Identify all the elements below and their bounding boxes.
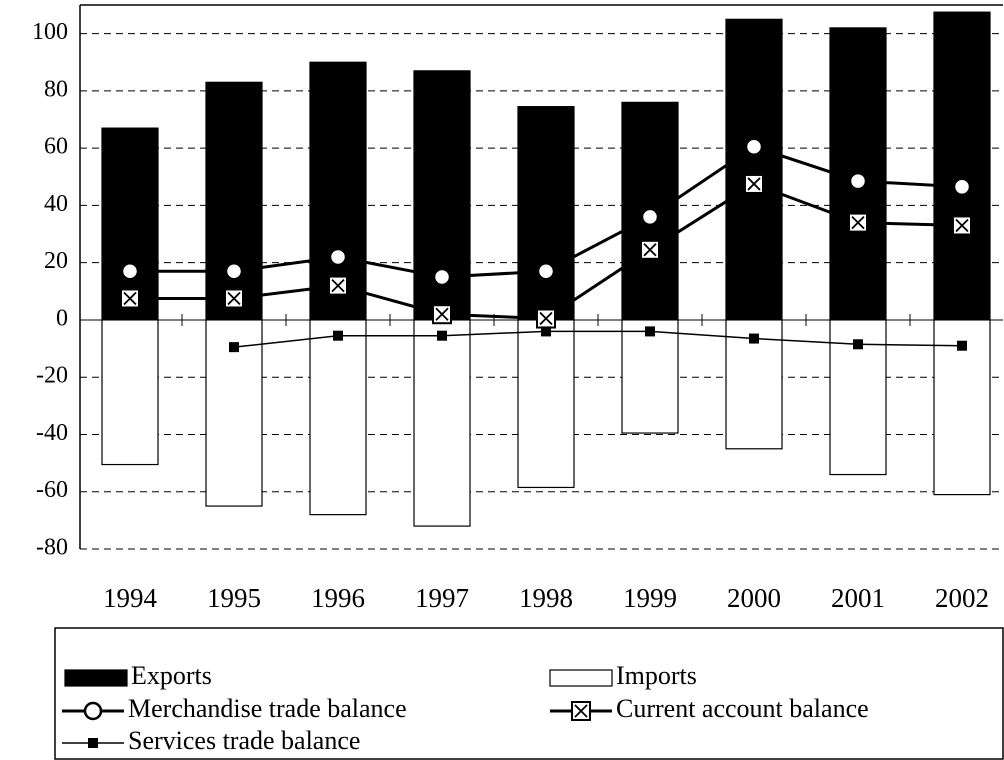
marker xyxy=(224,262,244,281)
marker xyxy=(541,326,551,337)
legend-label: Exports xyxy=(131,661,212,690)
bar xyxy=(205,81,263,321)
legend-swatch xyxy=(64,669,128,687)
marker xyxy=(120,262,140,281)
marker xyxy=(749,333,759,344)
marker-x xyxy=(123,291,137,306)
x-tick-label: 1996 xyxy=(311,583,365,613)
bar xyxy=(413,319,471,527)
marker xyxy=(853,339,863,350)
marker xyxy=(328,275,348,296)
x-tick-label: 1994 xyxy=(103,583,158,613)
y-tick-label: 100 xyxy=(32,19,68,45)
x-tick-label: 1998 xyxy=(519,583,573,613)
marker xyxy=(224,288,244,309)
x-tick-label: 2002 xyxy=(935,583,989,613)
marker xyxy=(437,330,447,341)
legend-label: Merchandise trade balance xyxy=(128,694,407,723)
marker xyxy=(328,247,348,267)
marker xyxy=(744,173,764,194)
marker-x xyxy=(747,177,761,191)
legend-label: Current account balance xyxy=(616,694,869,723)
marker xyxy=(952,177,972,197)
y-tick-label: 20 xyxy=(44,248,68,274)
bar xyxy=(517,106,575,321)
marker xyxy=(640,239,660,260)
marker-x xyxy=(851,215,865,230)
marker xyxy=(536,262,556,281)
x-tick-label: 2000 xyxy=(727,583,781,613)
marker-x xyxy=(574,704,588,718)
marker xyxy=(952,215,972,236)
x-tick-label: 2001 xyxy=(831,583,885,613)
legend-swatch xyxy=(549,669,613,687)
y-tick-label: -20 xyxy=(36,363,68,389)
marker xyxy=(571,701,591,721)
marker xyxy=(536,308,556,329)
marker xyxy=(120,288,140,309)
marker xyxy=(640,207,660,227)
bar xyxy=(309,319,367,516)
legend-label: Services trade balance xyxy=(128,726,360,755)
x-tick-label: 1995 xyxy=(207,583,261,613)
marker xyxy=(645,326,655,337)
legend-box xyxy=(54,627,1004,760)
marker-x xyxy=(331,278,345,293)
y-tick-label: 60 xyxy=(44,134,68,160)
bar xyxy=(101,319,159,466)
marker xyxy=(229,342,239,353)
bar xyxy=(725,18,783,321)
x-tick-label: 1997 xyxy=(415,583,469,613)
legend-label: Imports xyxy=(616,661,697,690)
line xyxy=(233,330,963,348)
marker xyxy=(744,137,764,156)
y-tick-label: -80 xyxy=(36,535,68,561)
marker xyxy=(848,171,868,191)
bar xyxy=(517,319,575,489)
marker xyxy=(432,304,452,325)
marker xyxy=(957,340,967,351)
marker-x xyxy=(227,291,241,306)
bar xyxy=(101,127,159,321)
y-tick-label: -40 xyxy=(36,420,68,446)
bar xyxy=(621,319,679,434)
marker-x xyxy=(643,243,657,257)
y-tick-label: 80 xyxy=(44,76,68,102)
y-tick-label: -60 xyxy=(36,477,68,503)
marker-x xyxy=(955,218,969,233)
marker xyxy=(83,701,103,721)
y-tick-label: 40 xyxy=(44,191,68,217)
marker xyxy=(848,212,868,233)
marker-x xyxy=(539,311,553,326)
y-tick-label: 0 xyxy=(56,305,68,331)
marker-x xyxy=(435,307,449,321)
marker xyxy=(333,330,343,341)
marker xyxy=(88,738,98,748)
x-tick-label: 1999 xyxy=(623,583,677,613)
marker xyxy=(432,267,452,287)
bar xyxy=(933,11,991,321)
